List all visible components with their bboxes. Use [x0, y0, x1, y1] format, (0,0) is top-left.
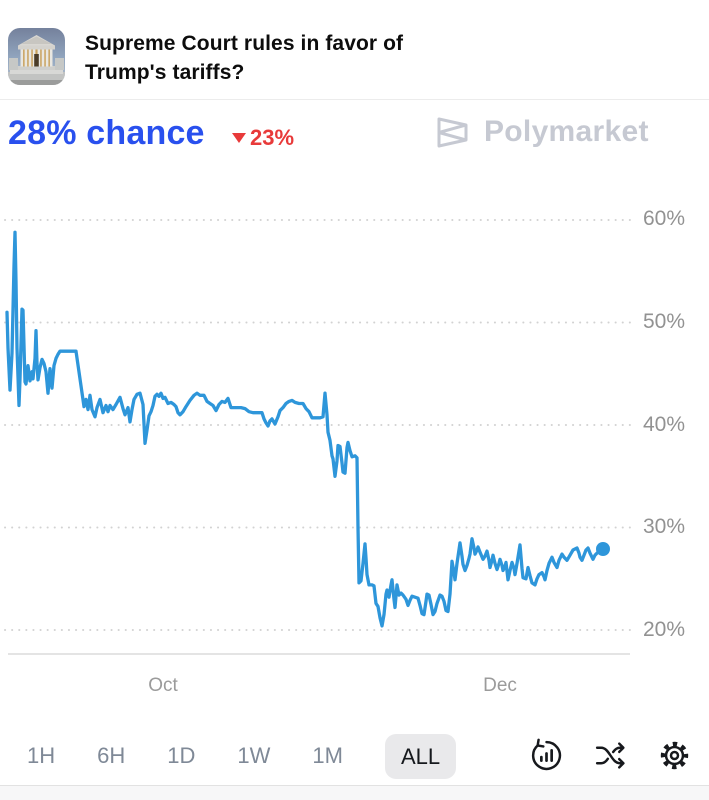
range-button-1d[interactable]: 1D — [167, 733, 195, 779]
polymarket-watermark: Polymarket — [436, 115, 649, 149]
range-button-1w[interactable]: 1W — [237, 733, 270, 779]
arrow-down-icon — [232, 133, 246, 143]
market-thumbnail — [8, 28, 65, 85]
y-tick-20: 20% — [643, 618, 686, 641]
y-tick-30: 30% — [643, 515, 686, 538]
range-button-1h[interactable]: 1H — [27, 733, 55, 779]
time-range-selector: 1H 6H 1D 1W 1M ALL — [27, 733, 457, 779]
header-divider — [0, 99, 709, 100]
latest-point-dot[interactable] — [596, 542, 610, 556]
shuffle-icon — [595, 742, 625, 769]
supreme-court-building-image — [8, 28, 65, 85]
polymarket-logo-icon — [437, 117, 468, 147]
bottom-strip — [0, 785, 709, 800]
chart-gridlines — [4, 219, 633, 631]
market-title: Supreme Court rules in favor of Trump's … — [85, 29, 645, 87]
range-button-1m[interactable]: 1M — [312, 733, 343, 779]
market-title-line1: Supreme Court rules in favor of — [85, 32, 404, 55]
polymarket-wordmark: Polymarket — [484, 115, 649, 148]
settings-gear-icon — [660, 741, 689, 770]
range-button-6h[interactable]: 6H — [97, 733, 125, 779]
y-tick-60: 60% — [643, 207, 686, 230]
chart-toolbar — [528, 737, 693, 774]
chance-value: 28% chance — [8, 114, 205, 152]
x-tick-dec: Dec — [483, 675, 517, 696]
market-title-line2: Trump's tariffs? — [85, 61, 245, 84]
refresh-chart-icon — [531, 738, 562, 771]
settings-button[interactable] — [656, 737, 693, 774]
price-change-value: 23% — [250, 125, 295, 150]
x-tick-oct: Oct — [148, 675, 178, 696]
y-tick-40: 40% — [643, 413, 686, 436]
y-tick-50: 50% — [643, 310, 686, 333]
probability-line-series[interactable] — [5, 230, 605, 628]
range-button-all[interactable]: ALL — [384, 733, 457, 779]
price-change: 23% — [232, 125, 294, 151]
refresh-chart-button[interactable] — [528, 737, 565, 774]
shuffle-button[interactable] — [592, 737, 629, 774]
